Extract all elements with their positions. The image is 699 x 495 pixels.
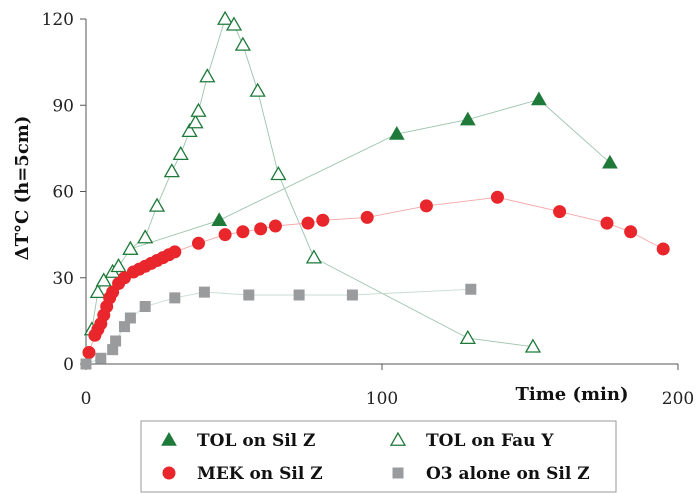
data-point-mek-on-sil-z [168,245,182,259]
data-point-o3-alone-on-sil-z [346,289,358,301]
data-point-o3-alone-on-sil-z [95,352,107,364]
legend-marker [389,431,407,446]
data-point-mek-on-sil-z [236,225,250,239]
data-point-o3-alone-on-sil-z [198,286,210,298]
legend-label: MEK on Sil Z [197,464,323,484]
data-point-mek-on-sil-z [656,242,670,256]
series-line-mek-on-sil-z [88,196,664,353]
legend-marker [162,466,176,480]
legend: TOL on Sil Z TOL on Fau Y MEK on Sil Z O3 a… [140,420,617,493]
y-tick-label: 90 [52,96,74,116]
x-tick-label: 200 [662,389,694,409]
data-point-tol-on-fau-y [95,272,112,287]
data-point-o3-alone-on-sil-z [465,283,477,295]
data-point-tol-on-fau-y [249,82,266,97]
data-point-tol-on-fau-y [459,329,476,345]
y-tick-label: 60 [52,183,74,203]
data-point-o3-alone-on-sil-z [293,289,305,301]
data-point-mek-on-sil-z [490,190,504,204]
data-point-tol-on-fau-y [110,257,127,273]
data-point-tol-on-fau-y [89,283,106,299]
data-point-mek-on-sil-z [419,199,433,213]
series-lines [85,18,664,365]
legend-box [140,420,617,493]
data-point-mek-on-sil-z [553,205,567,219]
data-point-tol-on-sil-z [531,91,547,106]
data-point-tol-on-fau-y [199,68,216,83]
data-point-tol-on-fau-y [122,240,139,255]
data-point-tol-on-fau-y [181,122,198,138]
data-point-tol-on-fau-y [148,197,166,212]
data-point-o3-alone-on-sil-z [118,321,130,333]
legend-marker [392,467,404,479]
data-point-mek-on-sil-z [268,219,282,233]
x-tick-label: 100 [366,389,398,409]
data-point-tol-on-sil-z [459,111,476,126]
x-tick-label: 0 [81,389,92,409]
data-point-mek-on-sil-z [316,213,330,227]
data-point-tol-on-fau-y [216,10,234,25]
data-point-tol-on-fau-y [305,249,323,264]
legend-label: O3 alone on Sil Z [426,464,590,484]
series-markers [80,10,670,370]
data-point-mek-on-sil-z [360,210,374,224]
axes: 0 30 60 90 120 0 100 200 [42,10,695,409]
y-tick-label: 30 [52,269,74,289]
data-point-tol-on-fau-y [234,36,252,51]
legend-marker [161,431,177,446]
legend-label: TOL on Fau Y [426,431,554,451]
data-point-o3-alone-on-sil-z [139,301,151,312]
data-point-mek-on-sil-z [301,216,315,230]
data-point-mek-on-sil-z [624,225,638,239]
data-point-mek-on-sil-z [254,222,268,236]
data-point-tol-on-fau-y [225,16,243,31]
data-point-mek-on-sil-z [600,216,614,230]
data-point-tol-on-sil-z [388,125,405,140]
data-point-tol-on-fau-y [163,163,180,178]
series-line-tol-on-sil-z [130,98,611,250]
y-axis-title: ΔT°C (h=5cm) [12,116,33,261]
data-point-o3-alone-on-sil-z [124,312,136,324]
data-point-o3-alone-on-sil-z [110,335,122,347]
data-point-tol-on-fau-y [187,114,204,129]
data-point-tol-on-sil-z [211,212,228,226]
data-point-o3-alone-on-sil-z [243,289,255,301]
y-tick-label: 0 [63,355,74,375]
data-point-tol-on-fau-y [524,338,542,353]
data-point-o3-alone-on-sil-z [80,358,92,370]
data-point-o3-alone-on-sil-z [107,344,119,356]
data-point-o3-alone-on-sil-z [169,292,181,304]
data-point-tol-on-fau-y [137,229,154,244]
series-line-tol-on-fau-y [91,18,534,348]
y-tick-label: 120 [42,10,74,30]
data-point-tol-on-fau-y [190,102,207,117]
x-axis-title: Time (min) [515,384,628,405]
data-point-tol-on-fau-y [270,165,287,181]
data-point-mek-on-sil-z [82,346,96,359]
data-point-mek-on-sil-z [191,236,205,250]
series-line-o3-alone-on-sil-z [85,288,471,365]
legend-label: TOL on Sil Z [197,431,315,451]
data-point-tol-on-fau-y [172,145,189,161]
data-point-tol-on-sil-z [602,154,618,169]
data-point-mek-on-sil-z [218,228,232,242]
